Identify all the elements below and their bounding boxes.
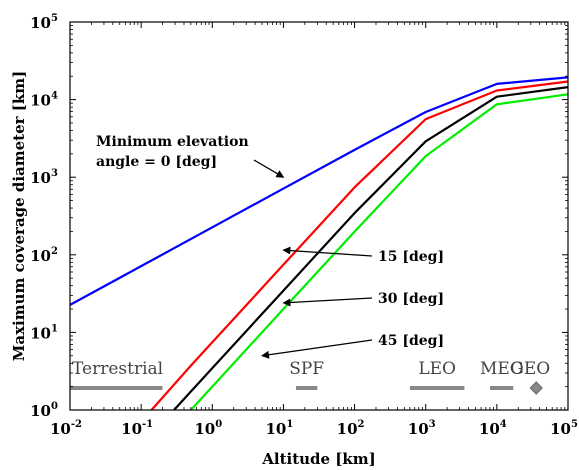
band-label-leo: LEO bbox=[418, 359, 456, 379]
annotation-1: 15 [deg] bbox=[282, 246, 444, 265]
annotation-text: Minimum elevation bbox=[96, 134, 249, 150]
y-tick-label: 105 bbox=[30, 13, 58, 32]
annotation-arrow bbox=[253, 159, 285, 178]
annotation-arrow bbox=[282, 297, 373, 307]
band-label-terrestrial: Terrestrial bbox=[72, 359, 163, 379]
series-line-15-deg bbox=[150, 80, 568, 410]
band-label-spf: SPF bbox=[289, 359, 324, 379]
plot-frame bbox=[69, 21, 569, 411]
annotation-arrow bbox=[282, 246, 373, 257]
band-label-geo: GEO bbox=[510, 359, 550, 379]
y-tick-label: 104 bbox=[30, 91, 58, 110]
x-tick-label: 105 bbox=[550, 419, 578, 438]
y-tick-label: 103 bbox=[30, 168, 58, 187]
y-axis-label: Maximum coverage diameter [km] bbox=[10, 71, 28, 362]
x-axis-label: Altitude [km] bbox=[261, 450, 376, 468]
band-label-meo: MEO bbox=[480, 359, 524, 379]
y-tick-label: 101 bbox=[30, 323, 58, 342]
x-tick-label: 103 bbox=[408, 419, 436, 438]
annotation-text: 45 [deg] bbox=[378, 333, 444, 349]
y-tick-label: 102 bbox=[30, 246, 58, 265]
annotation-3: 45 [deg] bbox=[261, 333, 444, 359]
series-line-0-deg bbox=[70, 76, 568, 306]
x-tick-label: 101 bbox=[266, 419, 294, 438]
annotation-2: 30 [deg] bbox=[282, 291, 444, 307]
x-tick-label: 10-2 bbox=[50, 419, 82, 438]
x-tick-label: 104 bbox=[479, 419, 507, 438]
band-marker-geo bbox=[529, 381, 543, 395]
annotation-0: Minimum elevation angle = 0 [deg] bbox=[96, 134, 285, 178]
axis-ticks: 10-2 10-1 100 101 102 103 104 105 100 101 102 103 10… bbox=[30, 13, 578, 438]
annotation-text: angle = 0 [deg] bbox=[96, 154, 217, 170]
annotation-text: 15 [deg] bbox=[378, 249, 444, 265]
x-tick-label: 100 bbox=[194, 419, 222, 438]
x-tick-label: 102 bbox=[337, 419, 365, 438]
annotations: Minimum elevation angle = 0 [deg] 15 [deg]… bbox=[96, 134, 444, 359]
series-line-45-deg bbox=[190, 93, 568, 410]
annotation-arrow bbox=[261, 339, 373, 359]
y-tick-label: 100 bbox=[30, 401, 58, 420]
x-tick-label: 10-1 bbox=[121, 419, 153, 438]
annotation-text: 30 [deg] bbox=[378, 291, 444, 307]
